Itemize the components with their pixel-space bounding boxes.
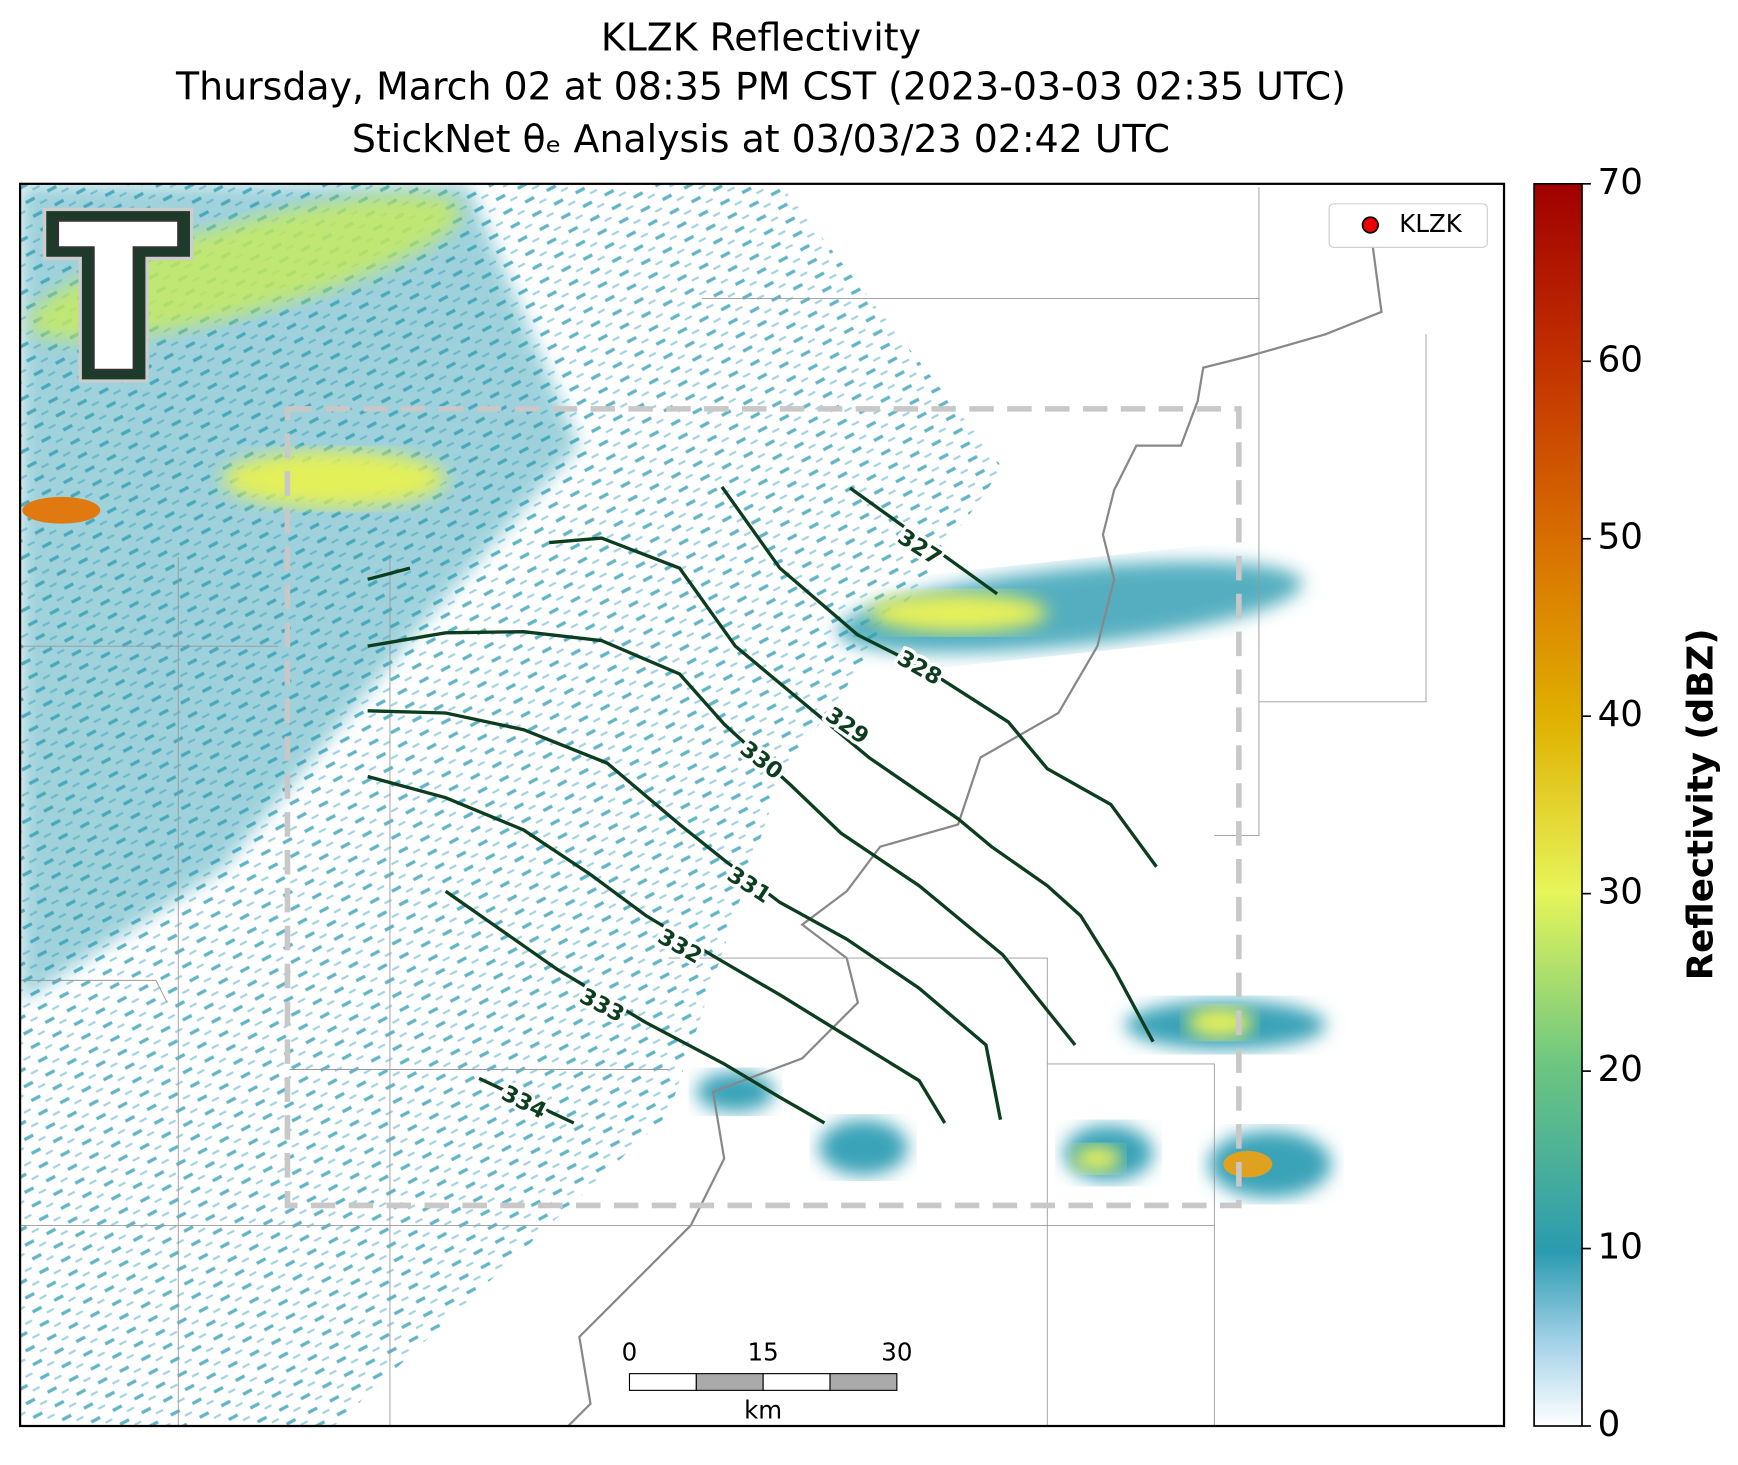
contour-fragment xyxy=(367,566,411,581)
scale-unit: km xyxy=(744,1396,782,1425)
scale-segment xyxy=(829,1373,898,1391)
legend-box xyxy=(1328,203,1488,248)
scale-tick-label: 15 xyxy=(748,1338,779,1367)
contour-line xyxy=(367,774,947,1124)
colorbar-label: Reflectivity (dBZ) xyxy=(1680,628,1721,980)
scale-segment xyxy=(762,1373,831,1391)
scale-bar: 0 15 30 km xyxy=(622,1338,913,1425)
map-frame xyxy=(18,182,1506,1428)
logo xyxy=(42,207,194,383)
legend-label: KLZK xyxy=(1399,209,1462,238)
colorbar-tick-label: 50 xyxy=(1598,517,1643,558)
colorbar-tick-label: 60 xyxy=(1598,339,1643,380)
colorbar-tick-label: 0 xyxy=(1598,1404,1621,1445)
contour-line xyxy=(478,1076,575,1125)
legend-marker xyxy=(1361,216,1379,234)
scale-segment xyxy=(695,1373,764,1391)
colorbar-tick-label: 40 xyxy=(1598,694,1643,735)
contour-line xyxy=(849,486,999,596)
scale-segment xyxy=(628,1373,697,1391)
contour-line xyxy=(444,889,826,1125)
subtitle: Thursday, March 02 at 08:35 PM CST (2023… xyxy=(175,65,1346,109)
contour-line xyxy=(720,485,1158,868)
subtitle: StickNet θₑ Analysis at 03/03/23 02:42 U… xyxy=(352,117,1170,161)
contour-line xyxy=(367,630,1077,1047)
title: KLZK Reflectivity xyxy=(601,16,921,60)
contour-line xyxy=(549,536,1155,1043)
legend: KLZK xyxy=(1328,203,1488,248)
colorbar-tick-label: 20 xyxy=(1598,1049,1643,1090)
contour-line xyxy=(367,709,1003,1120)
colorbar-tick-label: 30 xyxy=(1598,872,1643,913)
colorbar-tick-label: 10 xyxy=(1598,1227,1643,1268)
radar-field xyxy=(20,183,1427,1427)
colorbar-tick-label: 70 xyxy=(1598,162,1643,203)
analysis-box xyxy=(284,406,1242,1209)
scale-tick-label: 0 xyxy=(622,1338,638,1367)
scale-tick-label: 30 xyxy=(881,1338,912,1367)
colorbar xyxy=(1533,182,1583,1427)
